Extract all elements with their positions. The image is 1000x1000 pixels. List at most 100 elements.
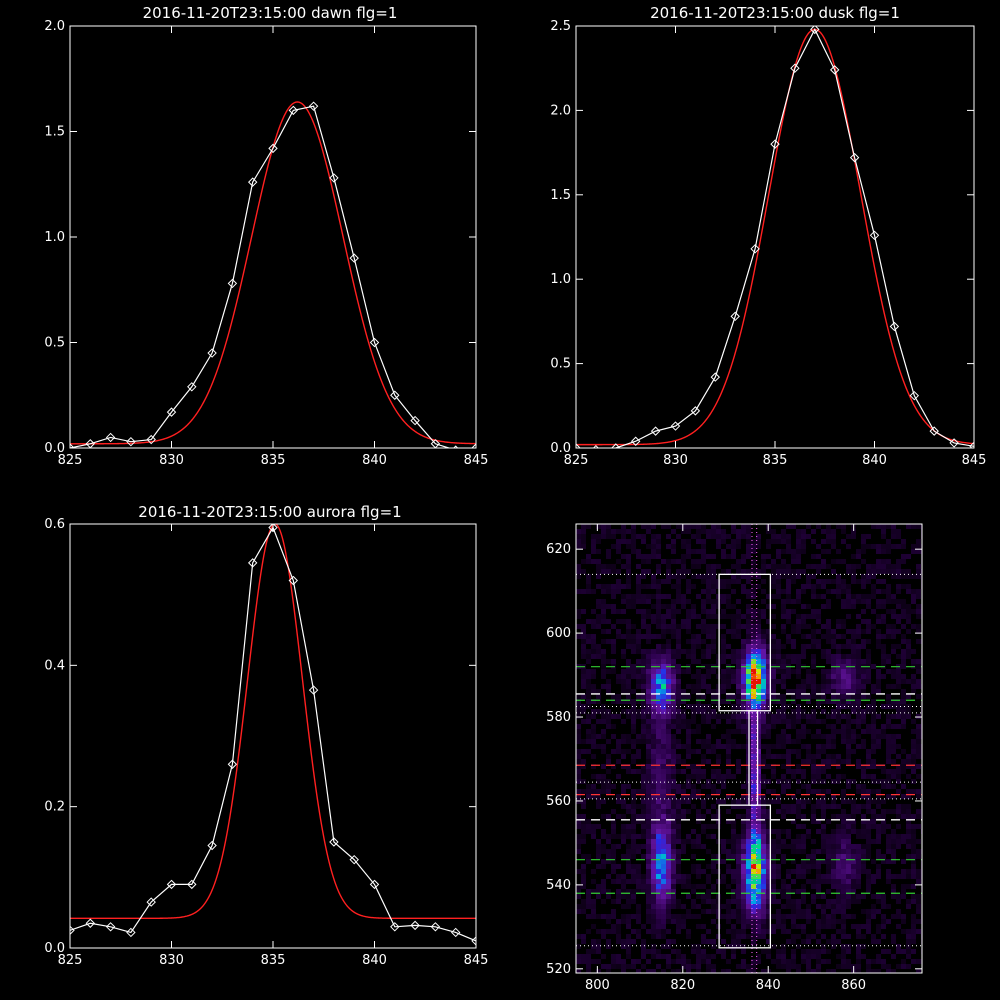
- panel-4-cell: [676, 814, 681, 819]
- panel-4-cell: [741, 569, 746, 574]
- panel-4-cell: [811, 779, 816, 784]
- panel-4-cell: [661, 824, 666, 829]
- panel-4-cell: [621, 539, 626, 544]
- panel-4-cell: [716, 754, 721, 759]
- panel-4-cell: [916, 824, 921, 829]
- panel-4-cell: [776, 659, 781, 664]
- panel-3-data-point: [146, 897, 156, 907]
- panel-4-cell: [826, 889, 831, 894]
- panel-4-cell: [751, 834, 756, 839]
- panel-4-cell: [646, 759, 651, 764]
- panel-4-cell: [621, 879, 626, 884]
- panel-4-cell: [646, 674, 651, 679]
- panel-4-cell: [776, 574, 781, 579]
- panel-4-cell: [576, 764, 581, 769]
- panel-4-cell: [636, 679, 641, 684]
- panel-4-cell: [821, 894, 826, 899]
- panel-4-cell: [861, 924, 866, 929]
- panel-4-cell: [671, 904, 676, 909]
- panel-4-cell: [686, 884, 691, 889]
- panel-4-cell: [591, 794, 596, 799]
- panel-4-cell: [761, 704, 766, 709]
- panel-4-cell: [736, 724, 741, 729]
- panel-4-cell: [701, 579, 706, 584]
- panel-4-cell: [646, 904, 651, 909]
- panel-4-cell: [891, 939, 896, 944]
- panel-4-cell: [746, 679, 751, 684]
- panel-4-cell: [581, 749, 586, 754]
- panel-4-cell: [576, 769, 581, 774]
- panel-4-cell: [826, 579, 831, 584]
- panel-4-cell: [591, 734, 596, 739]
- panel-4-cell: [651, 819, 656, 824]
- panel-4-cell: [811, 879, 816, 884]
- panel-4-cell: [881, 674, 886, 679]
- panel-4-cell: [771, 579, 776, 584]
- panel-4-cell: [856, 789, 861, 794]
- panel-4-cell: [771, 529, 776, 534]
- panel-4-cell: [836, 669, 841, 674]
- panel-4-cell: [856, 644, 861, 649]
- panel-4-cell: [741, 584, 746, 589]
- panel-4-cell: [576, 694, 581, 699]
- panel-4-cell: [866, 924, 871, 929]
- panel-4-cell: [811, 614, 816, 619]
- panel-4-cell: [911, 894, 916, 899]
- panel-4-cell: [891, 734, 896, 739]
- panel-4-cell: [616, 924, 621, 929]
- panel-4-cell: [846, 674, 851, 679]
- panel-4-cell: [831, 544, 836, 549]
- panel-4-cell: [846, 669, 851, 674]
- panel-4-cell: [661, 774, 666, 779]
- panel-4-cell: [701, 559, 706, 564]
- panel-4-cell: [871, 814, 876, 819]
- panel-4-cell: [771, 654, 776, 659]
- panel-4-cell: [671, 894, 676, 899]
- panel-4-cell: [636, 594, 641, 599]
- panel-3-data-point: [207, 840, 217, 851]
- panel-4-cell: [826, 714, 831, 719]
- panel-4-cell: [611, 644, 616, 649]
- panel-4-cell: [901, 654, 906, 659]
- panel-4-cell: [601, 589, 606, 594]
- panel-4-cell: [741, 554, 746, 559]
- panel-4-cell: [681, 919, 686, 924]
- panel-4-cell: [771, 744, 776, 749]
- panel-4-cell: [661, 739, 666, 744]
- panel-4-cell: [811, 819, 816, 824]
- panel-4-cell: [576, 624, 581, 629]
- panel-4-cell: [696, 819, 701, 824]
- panel-4-cell: [731, 564, 736, 569]
- panel-4-cell: [596, 789, 601, 794]
- panel-4-cell: [666, 544, 671, 549]
- panel-4-cell: [581, 679, 586, 684]
- panel-4-cell: [641, 829, 646, 834]
- panel-4-cell: [661, 844, 666, 849]
- panel-4-cell: [721, 599, 726, 604]
- panel-4-cell: [836, 869, 841, 874]
- panel-4-cell: [681, 624, 686, 629]
- panel-4-cell: [781, 709, 786, 714]
- panel-4-cell: [741, 674, 746, 679]
- panel-4-cell: [611, 734, 616, 739]
- panel-4-cell: [731, 929, 736, 934]
- panel-4-cell: [771, 839, 776, 844]
- panel-4-cell: [761, 694, 766, 699]
- panel-4-cell: [671, 769, 676, 774]
- panel-4-cell: [826, 839, 831, 844]
- panel-4-cell: [726, 614, 731, 619]
- panel-4-cell: [671, 779, 676, 784]
- panel-4-cell: [636, 769, 641, 774]
- panel-4-cell: [706, 534, 711, 539]
- panel-1-data-point: [288, 105, 299, 116]
- panel-4-cell: [841, 959, 846, 964]
- panel-4-cell: [746, 619, 751, 624]
- panel-4-cell: [901, 714, 906, 719]
- panel-4-cell: [656, 904, 661, 909]
- panel-4-cell: [831, 939, 836, 944]
- panel-4-cell: [736, 839, 741, 844]
- panel-4-cell: [781, 699, 786, 704]
- panel-4-cell: [766, 844, 771, 849]
- panel-4-ytick-label: 520: [546, 962, 571, 977]
- panel-4-cell: [711, 889, 716, 894]
